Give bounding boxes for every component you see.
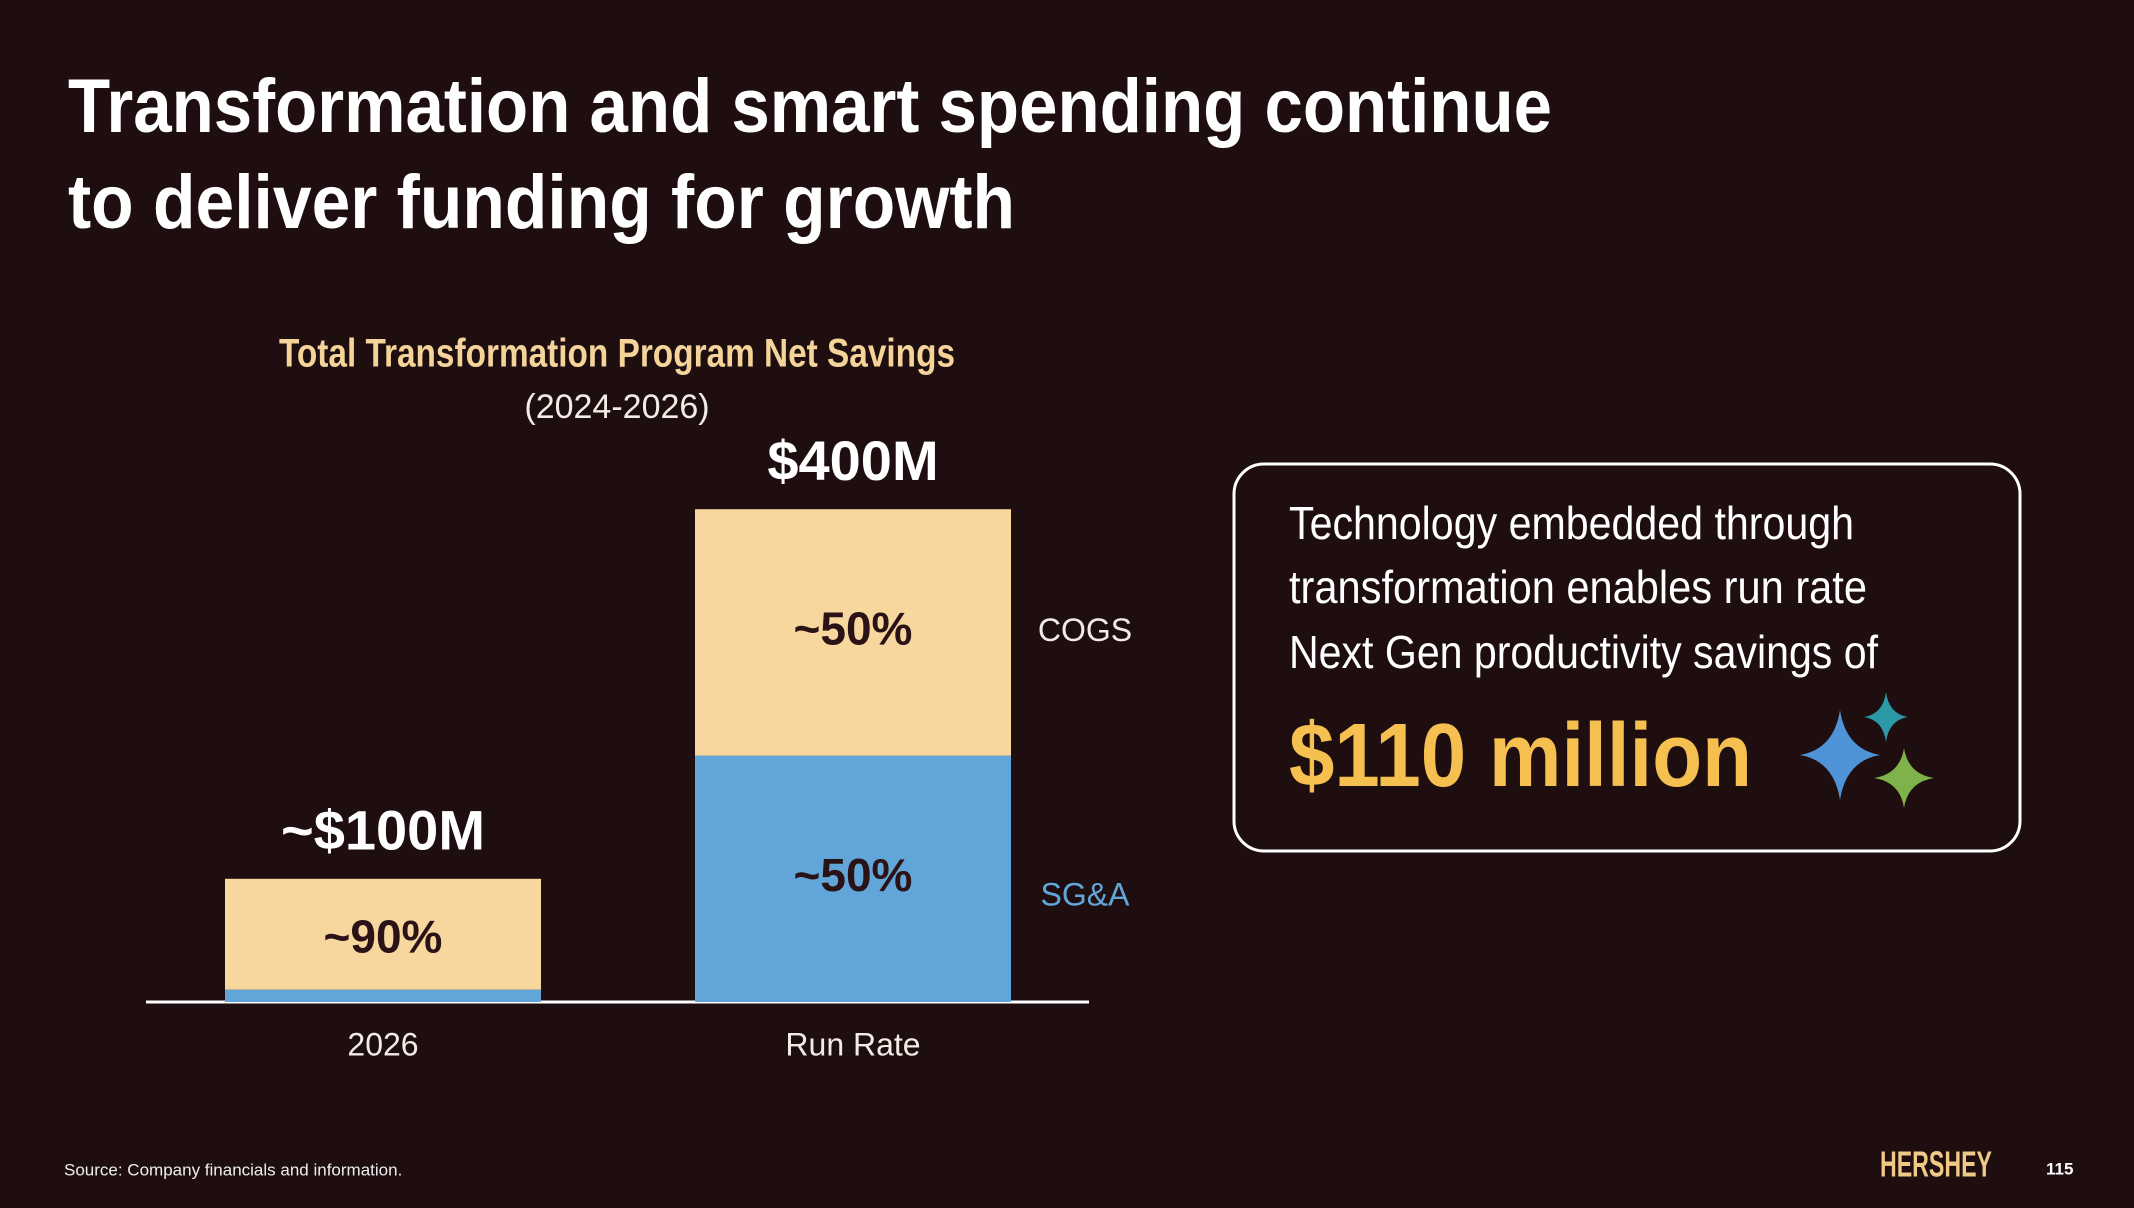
page-number: 115 [2046,1159,2073,1178]
source-note: Source: Company financials and informati… [64,1160,402,1179]
sparkle [1864,692,1908,742]
bar-segment [695,509,1011,756]
total-label: $400M [767,429,938,492]
callout-box [1232,462,2022,853]
chart-subtitle: (2024-2026) [524,388,709,426]
series-label: COGS [1038,612,1132,648]
x-tick-label: 2026 [347,1026,418,1062]
bar-segment [695,755,1011,1002]
callout-text: transformation enables run rate [1289,561,1867,613]
sparkle [1800,710,1880,800]
callout-highlight: $110 million [1289,706,1752,806]
bar-segment [225,878,541,990]
series-label: SG&A [1041,876,1131,912]
total-label: ~$100M [281,799,485,862]
callout-text: Technology embedded through [1289,497,1854,549]
logo: HERSHEY [1880,1144,1992,1185]
segment-label: ~90% [324,910,443,962]
segment-label: ~50% [794,849,913,901]
callout-text: Next Gen productivity savings of [1289,626,1878,678]
x-tick-label: Run Rate [785,1026,920,1062]
chart-title: Total Transformation Program Net Savings [279,332,955,376]
slide-title: Transformation and smart spending contin… [68,64,1552,149]
segment-label: ~50% [794,603,913,655]
bar-segment [225,989,541,1002]
slide-title: to deliver funding for growth [68,160,1015,245]
sparkle [1874,748,1934,808]
